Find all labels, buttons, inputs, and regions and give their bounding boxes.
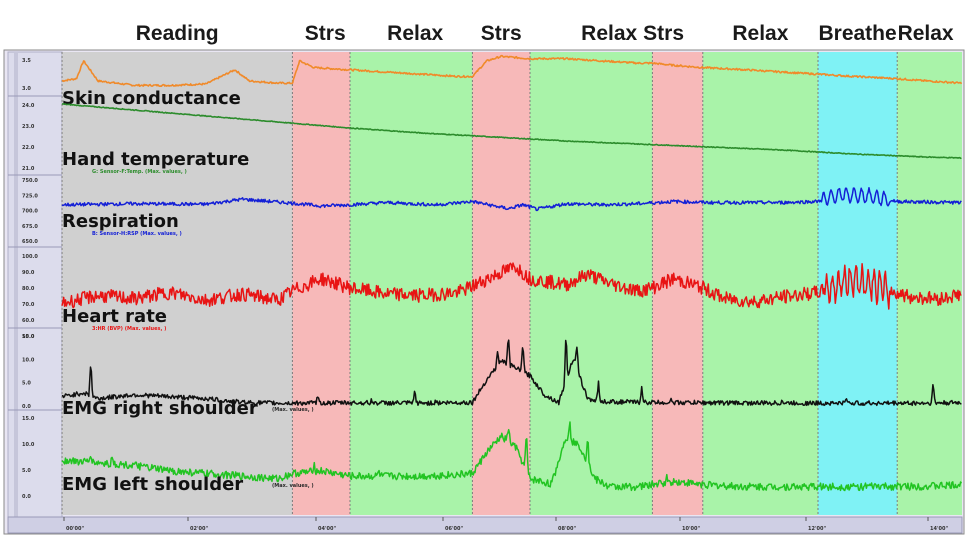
- sensor-label: (Max. values, ): [272, 483, 314, 489]
- y-tick-label: 5.0: [22, 468, 31, 474]
- series-line-emg_right: [61, 339, 962, 407]
- signal-label-emg_right: EMG right shoulder: [62, 398, 258, 419]
- signal-label-hand_temperature: Hand temperature: [62, 149, 249, 170]
- series-line-heart_rate: [61, 262, 962, 310]
- x-tick-label: 10'00": [682, 526, 700, 532]
- scroll-rail: [14, 52, 18, 517]
- y-tick-label: 21.0: [22, 166, 35, 172]
- y-tick-label: 725.0: [22, 193, 38, 199]
- x-tick-label: 14'00": [930, 526, 948, 532]
- signal-label-emg_left: EMG left shoulder: [62, 474, 243, 495]
- y-tick-label: 22.0: [22, 145, 35, 151]
- phase-band-relax-8: [897, 52, 962, 515]
- sensor-label: G: Sensor-F:Temp. (Max. values, ): [92, 169, 187, 175]
- signal-label-skin_conductance: Skin conductance: [62, 88, 241, 109]
- x-tick-label: 06'00": [445, 526, 463, 532]
- phase-label-2: Relax: [387, 22, 443, 45]
- y-tick-label: 750.0: [22, 178, 38, 184]
- series-line-respiration: [61, 186, 962, 212]
- x-tick-label: 12'00": [808, 526, 826, 532]
- y-tick-label: 675.0: [22, 224, 38, 230]
- series-line-skin_conductance: [61, 54, 963, 87]
- sensor-label: 3:HR (BVP) (Max. values, ): [92, 326, 166, 332]
- series-line-hand_temperature: [61, 103, 962, 160]
- y-tick-label: 700.0: [22, 209, 38, 215]
- phase-label-1: Strs: [305, 22, 346, 45]
- x-tick-label: 04'00": [318, 526, 336, 532]
- phase-band-reading-0: [62, 52, 293, 515]
- signal-label-respiration: Respiration: [62, 211, 179, 232]
- sensor-label: B: Sensor-H:RSP (Max. values, ): [92, 231, 182, 237]
- y-tick-label: 3.5: [22, 58, 31, 64]
- y-tick-label: 60.0: [22, 318, 35, 324]
- phase-band-relax-6: [702, 52, 818, 515]
- x-tick-label: 02'00": [190, 526, 208, 532]
- phase-label-8: Relax: [898, 22, 954, 45]
- y-tick-label: 90.0: [22, 270, 35, 276]
- phase-band-relax-2: [350, 52, 473, 515]
- y-tick-label: 0.0: [22, 404, 31, 410]
- phase-label-6: Relax: [732, 22, 788, 45]
- y-tick-label: 10.0: [22, 357, 35, 363]
- y-tick-label: 15.0: [22, 416, 35, 422]
- x-tick-label: 00'00": [66, 526, 84, 532]
- y-tick-label: 15.0: [22, 334, 35, 340]
- phase-label-7: Breathe: [818, 22, 896, 45]
- y-tick-label: 10.0: [22, 442, 35, 448]
- phase-label-3: Strs: [481, 22, 522, 45]
- series-line-emg_left: [61, 421, 963, 492]
- y-tick-label: 50.0: [22, 334, 35, 340]
- y-tick-label: 70.0: [22, 302, 35, 308]
- time-axis-bar: [7, 516, 963, 534]
- y-tick-label: 80.0: [22, 286, 35, 292]
- phase-label-0: Reading: [136, 22, 219, 45]
- y-tick-label: 23.0: [22, 124, 35, 130]
- phase-label-5: Strs: [643, 22, 684, 45]
- x-tick-label: 08'00": [558, 526, 576, 532]
- signal-label-heart_rate: Heart rate: [62, 306, 167, 327]
- y-tick-label: 100.0: [22, 254, 38, 260]
- y-tick-label: 650.0: [22, 239, 38, 245]
- y-tick-label: 24.0: [22, 103, 35, 109]
- sensor-label: (Max. values, ): [272, 407, 314, 413]
- y-tick-label: 0.0: [22, 494, 31, 500]
- y-tick-label: 3.0: [22, 86, 31, 92]
- phase-label-4: Relax: [581, 22, 637, 45]
- y-tick-label: 5.0: [22, 381, 31, 387]
